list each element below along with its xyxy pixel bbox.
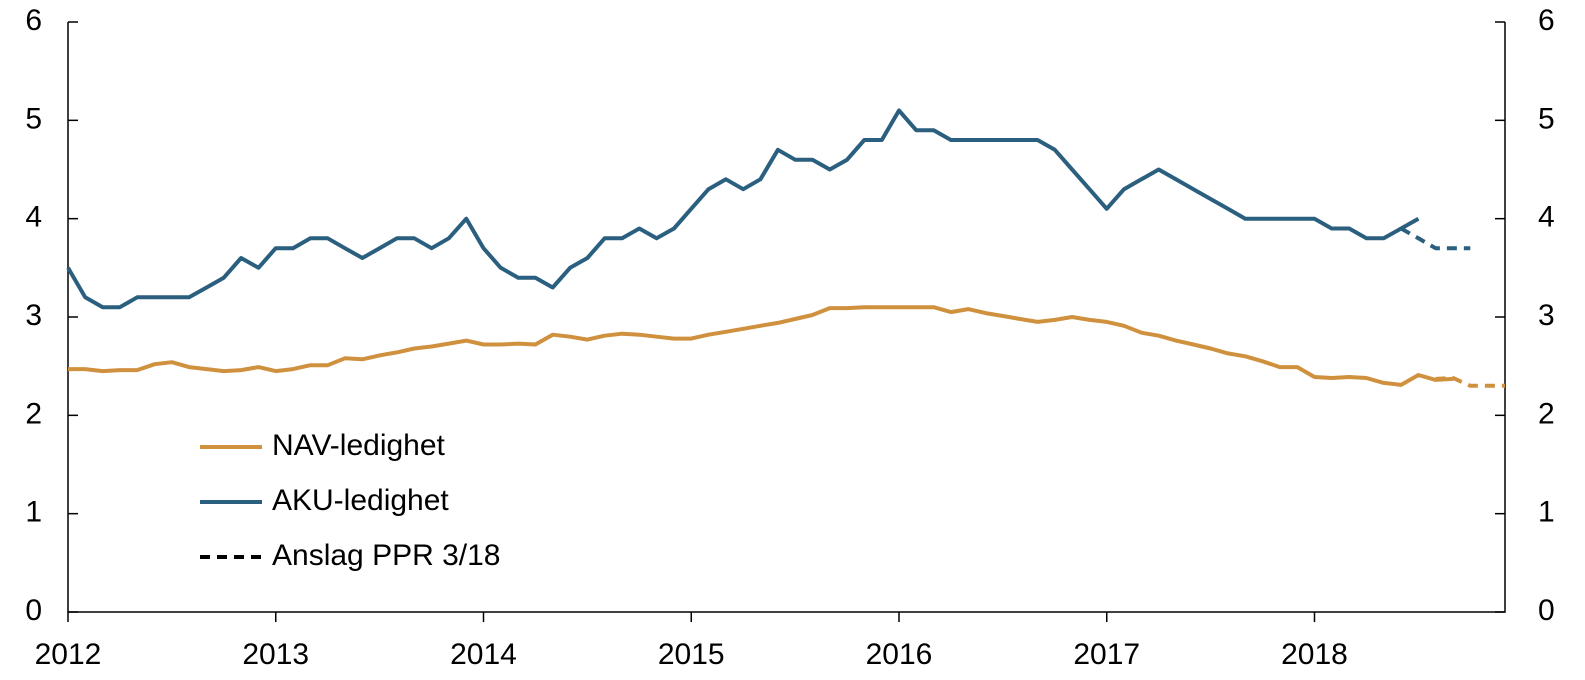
legend-label: Anslag PPR 3/18 (272, 539, 500, 572)
y2-tick-label: 0 (1538, 594, 1555, 627)
data-line (68, 305, 1454, 387)
y-tick-label: 3 (25, 299, 42, 332)
x-tick-label: 2017 (1073, 638, 1140, 671)
forecast-line (1400, 226, 1471, 251)
x-tick-label: 2012 (35, 638, 102, 671)
y2-tick-label: 5 (1538, 102, 1555, 135)
y2-tick-label: 3 (1538, 299, 1555, 332)
legend-label: NAV-ledighet (272, 429, 446, 462)
x-tick-label: 2014 (450, 638, 517, 671)
x-tick-label: 2016 (866, 638, 933, 671)
y-tick-label: 5 (25, 102, 42, 135)
y-tick-label: 2 (25, 397, 42, 430)
y2-tick-label: 6 (1538, 4, 1555, 37)
y2-tick-label: 2 (1538, 397, 1555, 430)
legend-label: AKU-ledighet (272, 484, 449, 517)
data-line (66, 108, 1420, 310)
axis-frame (67, 22, 1506, 613)
x-tick-label: 2015 (658, 638, 725, 671)
y-tick-label: 0 (25, 594, 42, 627)
y-tick-label: 4 (25, 201, 42, 234)
forecast-line (1435, 376, 1505, 388)
y2-tick-label: 1 (1538, 496, 1555, 529)
y-tick-label: 1 (25, 496, 42, 529)
x-tick-label: 2018 (1281, 638, 1348, 671)
y-tick-label: 6 (25, 4, 42, 37)
y2-tick-label: 4 (1538, 201, 1555, 234)
x-tick-label: 2013 (242, 638, 309, 671)
